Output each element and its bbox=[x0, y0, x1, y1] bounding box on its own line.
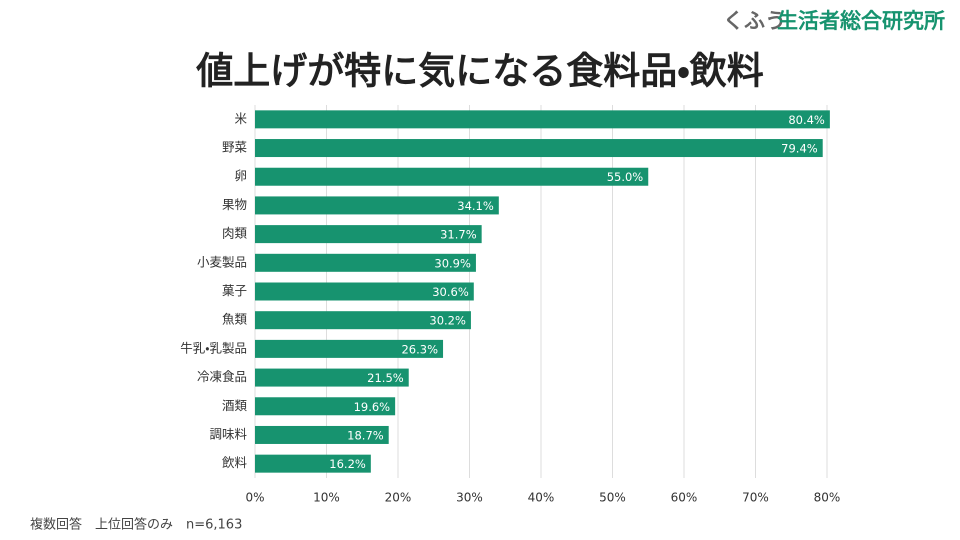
brand-name: 生活者総合研究所 bbox=[777, 9, 945, 33]
value-label: 30.2% bbox=[429, 314, 466, 328]
y-tick-label: 菓子 bbox=[222, 283, 247, 298]
y-tick-label: 肉類 bbox=[222, 226, 248, 241]
bar bbox=[255, 368, 409, 387]
value-label: 30.6% bbox=[432, 285, 469, 299]
x-tick-label: 70% bbox=[742, 491, 769, 505]
bar bbox=[255, 225, 482, 244]
y-tick-label: 酒類 bbox=[222, 398, 248, 413]
bar bbox=[255, 167, 649, 186]
value-label: 16.2% bbox=[329, 457, 366, 471]
bar bbox=[255, 110, 830, 129]
value-label: 34.1% bbox=[457, 199, 494, 213]
value-label: 79.4% bbox=[781, 142, 818, 156]
value-label: 30.9% bbox=[434, 256, 471, 270]
value-label: 55.0% bbox=[607, 170, 644, 184]
x-tick-label: 20% bbox=[385, 491, 412, 505]
x-tick-label: 10% bbox=[313, 491, 340, 505]
y-tick-label: 魚類 bbox=[222, 312, 248, 327]
bar bbox=[255, 454, 371, 473]
bar bbox=[255, 311, 471, 330]
x-tick-label: 80% bbox=[814, 491, 841, 505]
bar bbox=[255, 397, 396, 416]
bar bbox=[255, 253, 476, 272]
chart-title: 値上げが特に気になる食料品・飲料 bbox=[195, 50, 764, 93]
y-tick-label: 小麦製品 bbox=[197, 254, 247, 269]
value-label: 31.7% bbox=[440, 228, 477, 242]
x-tick-label: 0% bbox=[245, 491, 264, 505]
brand-kana: くふう bbox=[723, 9, 786, 33]
y-tick-label: 果物 bbox=[222, 197, 247, 212]
x-tick-label: 40% bbox=[528, 491, 555, 505]
value-label: 21.5% bbox=[367, 371, 404, 385]
y-tick-label: 卵 bbox=[234, 168, 247, 183]
bar bbox=[255, 339, 444, 358]
value-label: 80.4% bbox=[788, 113, 825, 127]
value-label: 18.7% bbox=[347, 428, 384, 442]
x-tick-label: 30% bbox=[456, 491, 483, 505]
value-label: 19.6% bbox=[354, 400, 391, 414]
footnote: 複数回答 上位回答のみ n=6,163 bbox=[30, 517, 242, 533]
y-tick-label: 米 bbox=[234, 111, 247, 126]
value-label: 26.3% bbox=[401, 342, 438, 356]
bar bbox=[255, 139, 823, 158]
y-tick-label: 冷凍食品 bbox=[197, 369, 247, 384]
y-tick-label: 牛乳・乳製品 bbox=[180, 340, 247, 355]
bar bbox=[255, 425, 389, 444]
y-tick-label: 調味料 bbox=[209, 426, 247, 441]
y-tick-label: 飲料 bbox=[222, 455, 248, 470]
y-tick-label: 野菜 bbox=[222, 140, 248, 155]
bar bbox=[255, 196, 499, 215]
x-tick-label: 50% bbox=[599, 491, 626, 505]
x-tick-label: 60% bbox=[671, 491, 698, 505]
bar bbox=[255, 282, 474, 301]
